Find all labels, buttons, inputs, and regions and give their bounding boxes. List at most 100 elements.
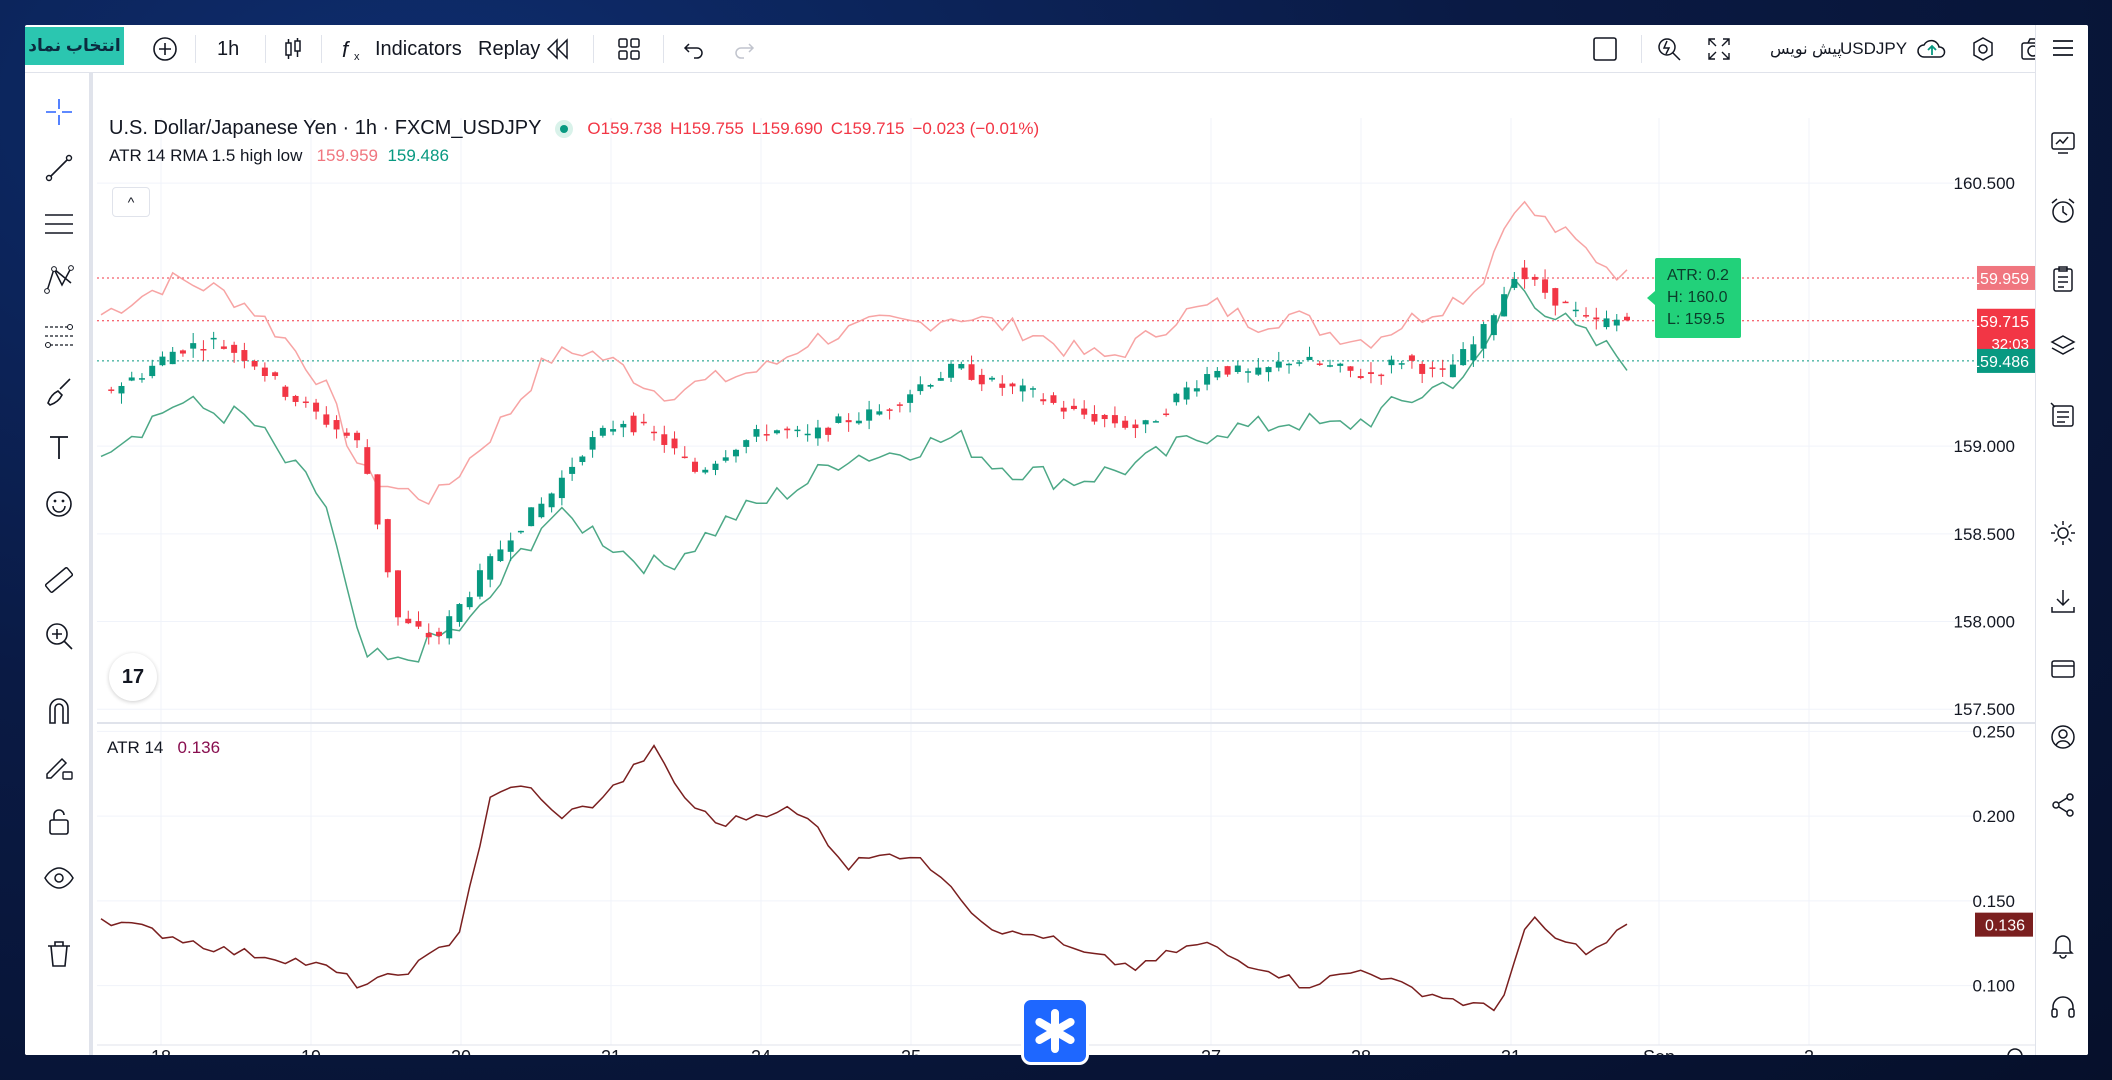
brush-icon[interactable] xyxy=(42,375,76,409)
bell-icon[interactable] xyxy=(2048,930,2078,960)
candle-body xyxy=(1347,366,1354,371)
redo-icon[interactable] xyxy=(730,35,758,63)
atr-tooltip-pointer xyxy=(1647,291,1655,305)
menu-icon[interactable] xyxy=(2048,33,2078,63)
candle-body xyxy=(1449,364,1456,378)
candle-body xyxy=(1501,294,1508,317)
candle-body xyxy=(323,414,330,425)
crosshair-icon[interactable] xyxy=(42,95,76,129)
clipboard-icon[interactable] xyxy=(2048,264,2078,294)
candle-body xyxy=(753,429,760,437)
floating-app-logo[interactable] xyxy=(1021,997,1089,1065)
candle-body xyxy=(1531,276,1538,280)
upper-band-price-tag-bg xyxy=(1977,265,2035,290)
candle-body xyxy=(999,383,1006,388)
candle-body xyxy=(968,364,975,380)
symbol-title[interactable]: U.S. Dollar/Japanese Yen · 1h · FXCM_USD… xyxy=(109,117,542,139)
replay-icon[interactable] xyxy=(543,35,571,63)
watchlist-icon[interactable] xyxy=(2048,128,2078,158)
candle-body xyxy=(108,389,115,391)
candle-body xyxy=(1511,279,1518,288)
candle-body xyxy=(1439,368,1446,370)
svg-text:x: x xyxy=(354,51,360,63)
card-icon[interactable] xyxy=(2048,654,2078,684)
chart-area[interactable]: 160.500 159.000 158.500 158.000 157.500 0.250… xyxy=(97,73,2035,1055)
candle-body xyxy=(1122,420,1129,428)
chart-canvas[interactable]: 160.500 159.000 158.500 158.000 157.500 0.250… xyxy=(97,73,2035,1055)
interval-button[interactable]: 1h xyxy=(217,37,240,60)
candle-body xyxy=(548,493,555,508)
candle-body xyxy=(558,477,565,499)
candle-body xyxy=(1470,344,1477,361)
undo-icon[interactable] xyxy=(680,35,708,63)
user-icon[interactable] xyxy=(2048,722,2078,752)
lower-band-price-tag-bg xyxy=(1977,348,2035,373)
emoji-icon[interactable] xyxy=(42,487,76,521)
expand-icon[interactable] xyxy=(1705,35,1733,63)
pitchfork-icon[interactable] xyxy=(42,263,76,297)
notes-icon[interactable] xyxy=(2048,400,2078,430)
publish-label[interactable]: پیش نویس xyxy=(1770,41,1842,58)
x-axis-tick-label: Sep xyxy=(1643,1047,1675,1055)
download-icon[interactable] xyxy=(2048,586,2078,616)
trash-icon[interactable] xyxy=(42,937,76,971)
replay-button[interactable]: Replay xyxy=(478,37,541,60)
candle-body xyxy=(1521,267,1528,280)
trendline-icon[interactable] xyxy=(42,151,76,185)
candle-body xyxy=(773,430,780,434)
layout-grid-icon[interactable] xyxy=(615,35,643,63)
candle-body xyxy=(1326,365,1333,367)
settings-hexagon-icon[interactable] xyxy=(1969,35,1997,63)
candle-body xyxy=(1173,393,1180,403)
candle-body xyxy=(722,457,729,461)
candle-body xyxy=(620,423,627,428)
x-axis-tick-label: 31 xyxy=(1501,1047,1521,1055)
atr-y-axis-tick-label: 0.250 xyxy=(1972,722,2015,741)
candles-icon[interactable] xyxy=(279,35,307,63)
add-symbol-icon[interactable] xyxy=(151,35,179,63)
quick-search-icon[interactable] xyxy=(1655,35,1683,63)
headset-icon[interactable] xyxy=(2048,992,2078,1022)
upper-band-price-tag: 159.959 xyxy=(1971,271,2029,288)
cloud-upload-icon[interactable] xyxy=(1915,35,1949,63)
hlines-icon[interactable] xyxy=(42,207,76,241)
candle-body xyxy=(1583,315,1590,317)
symbol-search-button[interactable]: انتخاب نماد xyxy=(25,27,124,65)
candle-body xyxy=(1183,387,1190,400)
indicators-button[interactable]: Indicators xyxy=(375,37,462,60)
settings-icon[interactable] xyxy=(2048,518,2078,548)
lock-pencil-icon[interactable] xyxy=(42,749,76,783)
share-icon[interactable] xyxy=(2048,790,2078,820)
atr-tooltip-high: H: 160.0 xyxy=(1667,289,1728,306)
svg-text:f: f xyxy=(342,37,351,62)
fib-icon[interactable] xyxy=(42,319,76,353)
time-axis-settings-icon[interactable] xyxy=(2007,1048,2023,1055)
y-axis-tick-label: 159.000 xyxy=(1954,437,2015,456)
alarm-icon[interactable] xyxy=(2048,196,2078,226)
candle-body xyxy=(179,350,186,354)
layers-icon[interactable] xyxy=(2048,332,2078,362)
ruler-icon[interactable] xyxy=(42,563,76,597)
indicator-legend[interactable]: ATR 14 RMA 1.5 high low 159.959 159.486 xyxy=(109,146,449,166)
zoom-icon[interactable] xyxy=(42,619,76,653)
unlock-icon[interactable] xyxy=(42,805,76,839)
collapse-legend-button[interactable]: ^ xyxy=(112,187,150,217)
fullscreen-square-icon[interactable] xyxy=(1591,35,1619,63)
candle-body xyxy=(1081,408,1088,415)
candle-body xyxy=(978,374,985,385)
atr-legend[interactable]: ATR 14 0.136 xyxy=(107,738,220,758)
symbol-code[interactable]: USDJPY xyxy=(1840,39,1908,58)
text-icon[interactable] xyxy=(42,431,76,465)
magnet-icon[interactable] xyxy=(42,693,76,727)
atr-price-tag: 0.136 xyxy=(1985,918,2025,935)
ohlc-open: O159.738 xyxy=(587,118,663,138)
candle-body xyxy=(907,394,914,403)
candle-body xyxy=(784,428,791,431)
tradingview-logo[interactable]: 17 xyxy=(109,653,157,701)
eye-icon[interactable] xyxy=(42,861,76,895)
candle-body xyxy=(1542,279,1549,293)
candle-body xyxy=(190,343,197,349)
atr-tooltip-low: L: 159.5 xyxy=(1667,311,1725,328)
candle-body xyxy=(497,549,504,562)
